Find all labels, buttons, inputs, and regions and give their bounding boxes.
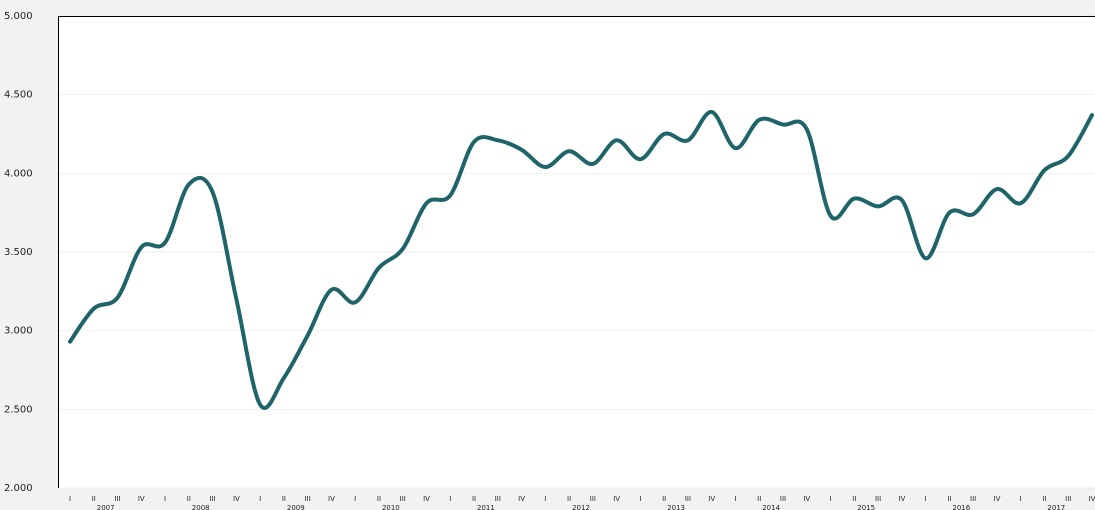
x-tick-label: IV [613,495,620,503]
x-tick-label: III [780,495,786,503]
year-label: 2016 [952,504,970,510]
x-tick-label: II [757,495,761,503]
x-tick-label: I [354,495,356,503]
y-tick-label: 4.000 [4,168,33,179]
x-tick-label: II [282,495,286,503]
x-tick-label: I [164,495,166,503]
year-label: 2009 [287,504,305,510]
x-tick-label: I [544,495,546,503]
year-label: 2015 [857,504,875,510]
y-tick-label: 3.500 [4,247,33,258]
x-tick-label: I [69,495,71,503]
x-tick-label: III [685,495,691,503]
x-tick-label: I [449,495,451,503]
year-label: 2012 [572,504,590,510]
x-tick-label: IV [1089,495,1095,503]
year-label: 2017 [1047,504,1065,510]
x-tick-label: III [875,495,881,503]
x-tick-label: II [377,495,381,503]
x-tick-label: II [852,495,856,503]
x-tick-label: II [472,495,476,503]
x-tick-label: I [734,495,736,503]
x-tick-label: III [495,495,501,503]
x-tick-label: IV [898,495,905,503]
year-label: 2007 [97,504,115,510]
x-tick-label: III [210,495,216,503]
x-tick-label: IV [138,495,145,503]
year-label: 2014 [762,504,780,510]
x-tick-label: IV [328,495,335,503]
x-tick-label: III [1065,495,1071,503]
x-tick-label: II [662,495,666,503]
x-tick-label: I [925,495,927,503]
x-tick-label: IV [994,495,1001,503]
x-tick-label: III [400,495,406,503]
x-tick-label: I [259,495,261,503]
x-tick-label: I [639,495,641,503]
x-tick-label: I [830,495,832,503]
x-tick-label: I [1020,495,1022,503]
x-tick-label: IV [233,495,240,503]
x-tick-label: III [114,495,120,503]
x-tick-label: II [92,495,96,503]
year-label: 2011 [477,504,495,510]
y-tick-label: 4.500 [4,90,33,101]
x-tick-label: III [305,495,311,503]
y-tick-label: 3.000 [4,326,33,337]
x-tick-label: II [187,495,191,503]
x-tick-label: II [567,495,571,503]
y-tick-label: 5.000 [4,11,33,22]
y-tick-label: 2.000 [4,483,33,494]
x-tick-label: IV [518,495,525,503]
year-label: 2013 [667,504,685,510]
x-tick-label: III [590,495,596,503]
x-tick-label: IV [423,495,430,503]
year-label: 2008 [192,504,210,510]
year-label: 2010 [382,504,400,510]
y-tick-label: 2.500 [4,404,33,415]
x-tick-label: II [1042,495,1046,503]
x-tick-label: IV [708,495,715,503]
x-tick-label: IV [803,495,810,503]
line [68,109,1094,410]
x-tick-label: III [970,495,976,503]
x-tick-label: II [947,495,951,503]
